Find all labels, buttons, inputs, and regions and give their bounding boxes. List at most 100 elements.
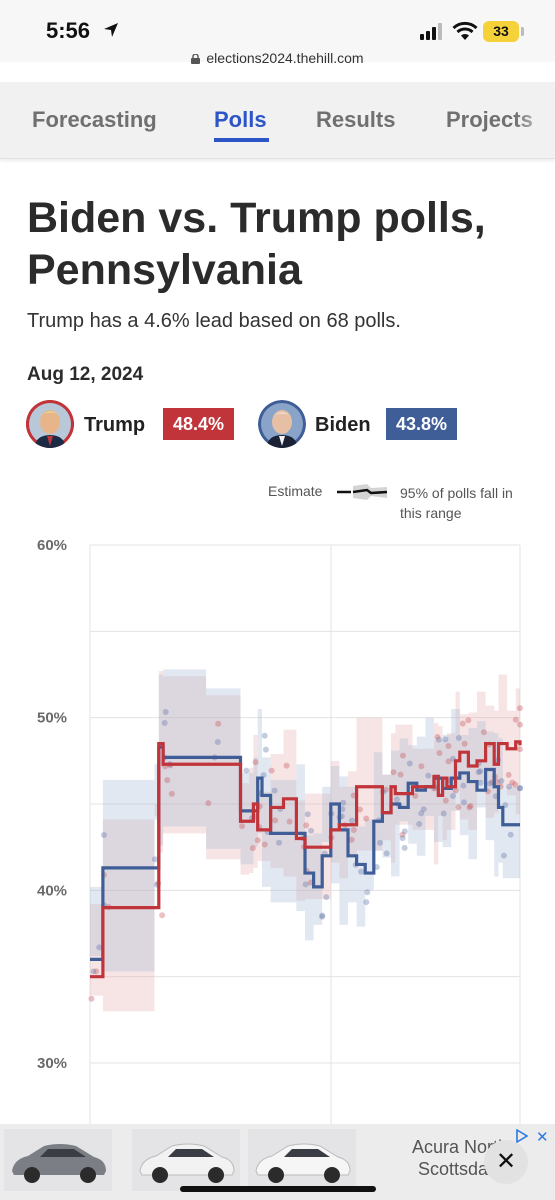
- poll-dot: [357, 806, 364, 813]
- estimate-lines: [90, 740, 522, 979]
- poll-dot: [445, 758, 452, 765]
- poll-dot: [93, 968, 100, 975]
- poll-dot: [214, 739, 221, 746]
- poll-dot: [517, 705, 523, 712]
- status-bar: 5:56 33 elections2024.thehill.com: [0, 0, 555, 66]
- poll-dot: [436, 750, 443, 757]
- poll-dot: [383, 850, 390, 857]
- poll-dot: [364, 889, 371, 896]
- poll-dot: [399, 835, 406, 842]
- poll-dot: [442, 797, 449, 804]
- poll-dot: [100, 831, 107, 838]
- ad-car-image-2[interactable]: [132, 1129, 240, 1191]
- ad-banner[interactable]: Acura North Scottsdale ✕: [0, 1124, 555, 1200]
- y-tick-label: 60%: [37, 537, 67, 554]
- poll-dot: [512, 781, 519, 788]
- poll-dot: [393, 796, 400, 803]
- poll-dot: [440, 810, 447, 817]
- poll-dot: [507, 831, 514, 838]
- biden-portrait-icon: [258, 400, 306, 448]
- poll-dot: [161, 719, 168, 726]
- poll-dot: [239, 823, 246, 830]
- section-nav: Forecasting Polls Results Projects: [0, 82, 555, 159]
- poll-dot: [249, 845, 256, 852]
- ad-car-image-1[interactable]: [4, 1129, 112, 1191]
- poll-dot: [498, 777, 505, 784]
- poll-dot: [460, 782, 467, 789]
- tab-forecasting[interactable]: Forecasting: [32, 107, 157, 132]
- location-arrow-icon: [104, 23, 118, 37]
- poll-dot: [276, 839, 283, 846]
- poll-dot: [442, 736, 449, 743]
- biden-name: Biden: [315, 414, 371, 436]
- home-indicator: [180, 1186, 376, 1192]
- poll-dot: [215, 720, 222, 727]
- biden-value-badge: 43.8%: [386, 408, 458, 440]
- poll-dot: [304, 811, 311, 818]
- poll-dot: [477, 768, 484, 775]
- poll-dot: [517, 721, 523, 728]
- ad-dismiss-icon[interactable]: ✕: [536, 1129, 549, 1146]
- poll-dot: [517, 746, 523, 753]
- poll-dot: [459, 720, 466, 727]
- legend-range-label: 95% of polls fall in this range: [400, 485, 513, 521]
- biden-avatar: [258, 400, 306, 448]
- poll-dot: [348, 836, 355, 843]
- poll-dot: [435, 736, 442, 743]
- poll-dot: [363, 815, 370, 822]
- ad-choices-icon[interactable]: [515, 1129, 529, 1143]
- poll-dot: [449, 793, 456, 800]
- ad-advertiser-text[interactable]: Acura North Scottsdale: [411, 1137, 509, 1179]
- poll-dot: [159, 912, 166, 919]
- trump-portrait-icon: [26, 400, 74, 448]
- poll-dot: [243, 767, 250, 774]
- url-bar[interactable]: elections2024.thehill.com: [0, 50, 555, 66]
- ad-close-button[interactable]: ✕: [484, 1140, 528, 1184]
- poll-dot: [505, 771, 512, 778]
- poll-dot: [517, 785, 523, 792]
- poll-dot: [254, 837, 261, 844]
- poll-dot: [96, 944, 103, 951]
- poll-dot: [390, 769, 397, 776]
- poll-dot: [272, 817, 279, 824]
- poll-dot: [460, 799, 467, 806]
- trump-estimate-line: [90, 740, 522, 979]
- poll-dot: [286, 818, 293, 825]
- poll-dot: [261, 841, 268, 848]
- poll-dot: [382, 786, 389, 793]
- lock-icon: [191, 54, 201, 64]
- poll-dot: [399, 752, 406, 759]
- poll-dot: [461, 740, 468, 747]
- poll-dot: [168, 790, 175, 797]
- ad-car-image-3[interactable]: [248, 1129, 356, 1191]
- poll-dot: [348, 817, 355, 824]
- page-title: Biden vs. Trump polls, Pennsylvania: [27, 194, 486, 294]
- car-icon: [139, 1143, 235, 1183]
- poll-dot: [486, 780, 493, 787]
- poll-dot: [205, 800, 212, 807]
- poll-dot: [477, 779, 484, 786]
- poll-dot: [475, 769, 482, 776]
- poll-dot: [252, 759, 259, 766]
- tab-results[interactable]: Results: [316, 107, 396, 132]
- poll-dot: [268, 767, 275, 774]
- poll-dot: [455, 734, 462, 741]
- poll-dot: [401, 828, 408, 835]
- battery-tip: [521, 27, 524, 36]
- tab-polls[interactable]: Polls: [214, 107, 267, 132]
- car-icon: [255, 1143, 351, 1183]
- legend-estimate-label: Estimate: [268, 483, 323, 499]
- poll-dot: [406, 760, 413, 767]
- poll-dot: [164, 777, 171, 784]
- poll-dot: [319, 913, 326, 920]
- poll-dot: [377, 839, 384, 846]
- poll-dot: [358, 868, 365, 875]
- poll-dot: [271, 787, 278, 794]
- poll-dot: [162, 708, 169, 715]
- poll-dot: [425, 772, 432, 779]
- y-tick-label: 30%: [37, 1055, 67, 1072]
- poll-dot: [90, 968, 97, 975]
- poll-dot: [262, 746, 269, 753]
- poll-dot: [308, 827, 315, 834]
- biden-estimate-line: [90, 745, 520, 961]
